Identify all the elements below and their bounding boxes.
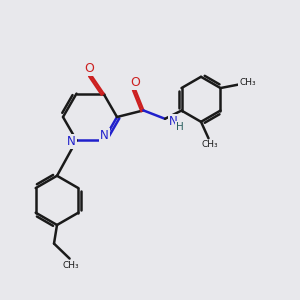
Text: O: O xyxy=(131,76,140,89)
Text: N: N xyxy=(67,135,76,148)
Text: CH₃: CH₃ xyxy=(239,78,256,88)
Text: H: H xyxy=(176,122,183,132)
Text: N: N xyxy=(100,129,109,142)
Text: CH₃: CH₃ xyxy=(63,261,80,270)
Text: O: O xyxy=(85,62,94,75)
Text: N: N xyxy=(169,115,178,128)
Text: CH₃: CH₃ xyxy=(202,140,218,149)
